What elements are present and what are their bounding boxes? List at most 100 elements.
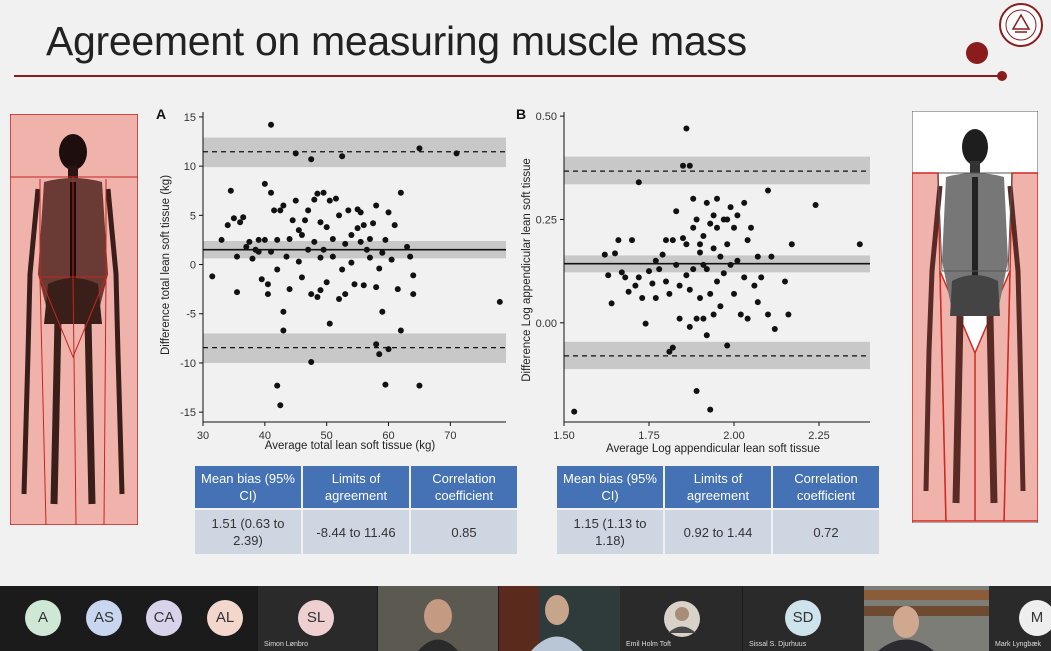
data-point [683, 272, 690, 279]
participant-avatar-ca[interactable]: CA [146, 600, 182, 636]
y-tick-label: -10 [180, 358, 196, 370]
data-point [268, 189, 275, 196]
data-point [676, 282, 683, 289]
data-point [744, 315, 751, 322]
data-point [710, 212, 717, 219]
data-point [373, 202, 380, 209]
slide-title: Agreement on measuring muscle mass [46, 18, 747, 64]
participant-video-1[interactable] [378, 586, 498, 651]
data-point [382, 381, 389, 388]
data-point [734, 257, 741, 264]
data-point [314, 190, 321, 197]
data-point [289, 217, 296, 224]
participant-name: Emil Holm Toft [626, 641, 671, 648]
stats-table-a: Mean bias (95% CI) Limits of agreement C… [193, 464, 519, 556]
data-point [663, 237, 669, 244]
data-point [357, 209, 364, 216]
data-point [618, 269, 625, 276]
ci-band [564, 156, 870, 185]
data-point [714, 278, 720, 285]
participant-name: Sissal S. Djurhuus [749, 641, 807, 648]
data-point [601, 251, 608, 258]
data-point [663, 278, 669, 285]
slide: Agreement on measuring muscle mass [0, 0, 1051, 586]
data-point [348, 259, 355, 266]
data-point [782, 278, 788, 285]
data-point [382, 236, 389, 243]
data-point [686, 323, 693, 330]
participant-avatar-as[interactable]: AS [86, 600, 122, 636]
table-a-value-bias: 1.51 (0.63 to 2.39) [195, 510, 301, 554]
data-point [314, 294, 321, 301]
data-point [366, 235, 373, 242]
data-point [768, 253, 775, 260]
data-point [407, 253, 414, 260]
data-point [754, 253, 761, 260]
data-point [342, 291, 349, 298]
participant-tile-eht[interactable]: Emil Holm Toft [620, 586, 742, 651]
participant-video-2[interactable] [499, 586, 620, 651]
data-point [680, 235, 686, 242]
data-point [376, 265, 383, 272]
data-point [731, 224, 737, 231]
data-point [339, 266, 346, 273]
data-point [697, 241, 703, 248]
data-point [264, 281, 271, 288]
data-point [690, 224, 697, 231]
data-point [727, 204, 734, 211]
chart-b-xlabel: Average Log appendicular lean soft tissu… [606, 443, 820, 455]
data-point [410, 291, 417, 298]
bland-altman-chart-total: 30 40 50 60 70 -15 -10 -5 0 5 10 15 Average total l… [160, 112, 506, 452]
data-point [243, 243, 250, 250]
data-point [700, 315, 707, 322]
data-point [317, 254, 324, 261]
data-point [710, 311, 717, 318]
chart-b-plot: 1.50 1.75 2.00 2.25 0.00 0.25 0.50 [536, 111, 870, 442]
participant-tile-sd[interactable]: SD Sissal S. Djurhuus [743, 586, 864, 651]
data-point [693, 216, 700, 223]
table-b-header-bias: Mean bias (95% CI) [557, 466, 663, 508]
data-point [234, 289, 241, 296]
participant-avatar-al[interactable]: AL [207, 600, 243, 636]
participant-group-tile[interactable]: A AS CA AL [0, 586, 258, 651]
data-point [230, 215, 237, 222]
x-tick-label: 2.00 [723, 430, 744, 442]
table-a-header-correlation: Correlation coefficient [411, 466, 517, 508]
data-point [700, 233, 707, 239]
participant-avatar-a[interactable]: A [25, 600, 61, 636]
data-point [707, 220, 714, 227]
y-tick-label: 0.00 [536, 318, 557, 330]
data-point [268, 248, 275, 255]
data-point [280, 327, 287, 334]
data-point [666, 290, 673, 297]
data-point [320, 189, 327, 196]
data-point [683, 125, 690, 132]
data-point [710, 245, 717, 252]
data-point [416, 145, 423, 152]
participant-video-3[interactable] [864, 586, 989, 651]
data-point [680, 162, 686, 169]
table-b-value-bias: 1.15 (1.13 to 1.18) [557, 510, 663, 554]
chart-a-ylabel: Difference total lean soft tissue (kg) [160, 175, 172, 355]
data-point [308, 156, 315, 163]
data-point [748, 224, 754, 231]
y-tick-label: 5 [190, 210, 196, 222]
table-a-value-correlation: 0.85 [411, 510, 517, 554]
data-point [717, 253, 724, 260]
data-point [302, 217, 309, 224]
data-point [659, 251, 666, 258]
data-point [741, 274, 748, 281]
university-seal-logo [999, 3, 1043, 47]
participant-tile-sl[interactable]: SL Simon Lønbro [258, 586, 377, 651]
data-point [305, 207, 312, 214]
participant-tile-ml[interactable]: M Mark Lyngbæk [989, 586, 1051, 651]
participant-avatar-m: M [1019, 600, 1051, 636]
data-point [720, 270, 727, 277]
data-point [292, 197, 299, 204]
video-feed-1 [378, 586, 498, 651]
data-point [373, 341, 380, 348]
data-point [295, 258, 302, 265]
data-point [673, 261, 680, 268]
data-point [727, 261, 734, 268]
data-point [734, 212, 741, 219]
